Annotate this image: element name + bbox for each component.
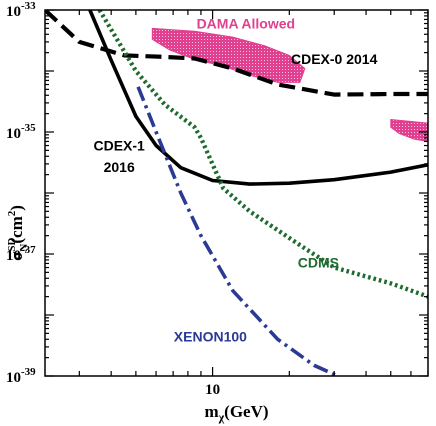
cdex1-annotation: CDEX-1 xyxy=(94,137,146,153)
y-tick-label: 10-35 xyxy=(6,122,36,142)
y-tick-label: 10-37 xyxy=(6,244,36,264)
cdex0-annotation: CDEX-0 2014 xyxy=(291,51,378,67)
cdex0-limit-line xyxy=(45,10,428,97)
y-axis-label: σSDN(cm2) xyxy=(6,205,30,261)
x-axis-label: mχ(GeV) xyxy=(204,402,268,424)
cdms-annotation: CDMS xyxy=(298,255,339,271)
dama-allowed-region xyxy=(390,118,428,142)
cdms-limit-line xyxy=(97,10,428,299)
y-tick-label: 10-39 xyxy=(6,366,36,386)
dama-annotation: DAMA Allowed xyxy=(197,15,296,31)
y-tick-label: 10-33 xyxy=(6,0,36,20)
x-tick-label: 10 xyxy=(205,382,220,398)
cdex1-annotation: 2016 xyxy=(104,159,135,175)
dama-allowed-region xyxy=(151,27,306,83)
cdex1-limit-line xyxy=(88,10,428,186)
xenon-limit-line xyxy=(136,86,339,376)
plot-frame xyxy=(44,9,429,377)
xenon-annotation: XENON100 xyxy=(174,328,247,344)
